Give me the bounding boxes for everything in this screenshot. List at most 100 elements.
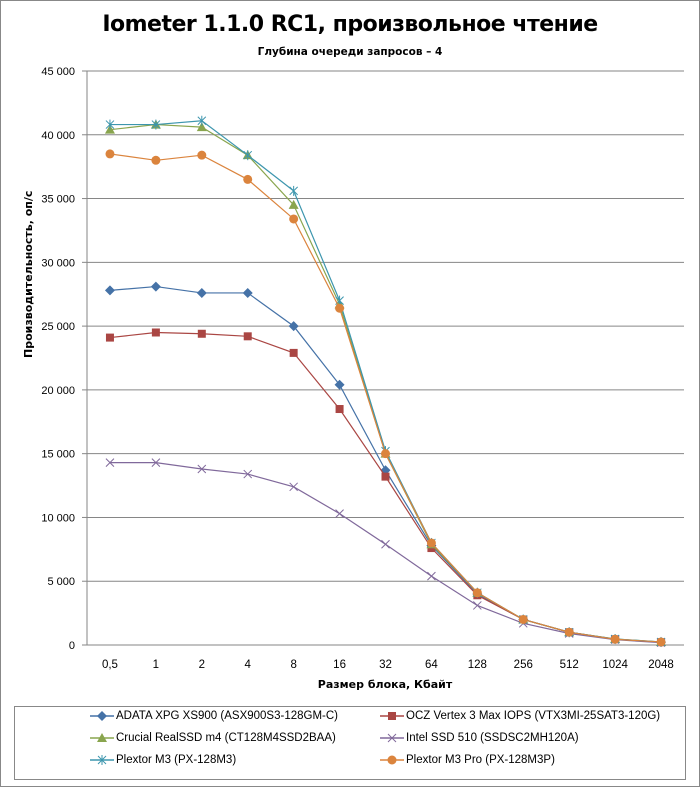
data-point <box>335 509 344 518</box>
data-point <box>656 637 666 647</box>
data-point <box>243 150 253 161</box>
chart-plot: 0 5 000 10 000 15 000 20 000 25 000 30 000 35 0… <box>41 66 684 671</box>
y-tick-label: 40 000 <box>41 130 75 142</box>
legend-marker <box>97 711 107 721</box>
y-tick-label: 5 000 <box>47 576 75 588</box>
data-point <box>334 379 345 390</box>
legend-item: Plextor M3 (PX-128M3) <box>90 754 236 766</box>
y-tick-label: 30 000 <box>41 257 75 269</box>
x-tick-label: 0,5 <box>102 659 118 671</box>
data-point <box>564 627 574 637</box>
data-point <box>197 150 207 160</box>
series-line-2 <box>109 123 662 643</box>
data-point <box>196 122 207 132</box>
data-point <box>151 119 161 130</box>
data-point <box>243 174 253 184</box>
x-tick-label: 2048 <box>648 659 674 671</box>
y-axis-label: Производительность, оп/с <box>22 190 35 358</box>
series-line-5 <box>109 153 662 643</box>
x-tick-label: 2 <box>199 659 205 671</box>
x-tick-label: 1 <box>153 659 159 671</box>
legend-swatch-icon <box>90 711 114 721</box>
data-point <box>289 348 298 357</box>
data-point <box>197 329 206 338</box>
legend-marker <box>97 755 107 765</box>
data-point <box>288 321 299 332</box>
legend-swatch-icon <box>380 733 404 743</box>
legend-label: OCZ Vertex 3 Max IOPS (VTX3MI-25SAT3-120… <box>406 710 661 722</box>
data-point <box>427 571 436 581</box>
x-tick-label: 128 <box>468 659 487 671</box>
data-point <box>472 601 482 610</box>
data-point <box>243 469 253 479</box>
data-point <box>105 149 115 159</box>
x-tick-label: 4 <box>245 659 252 671</box>
legend-marker <box>387 755 397 765</box>
chart-title: Iometer 1.1.0 RC1, произвольное чтение <box>102 12 598 37</box>
y-tick-label: 0 <box>69 640 75 652</box>
legend-label: ADATA XPG XS900 (ASX900S3-128GM-C) <box>116 710 338 722</box>
data-point <box>243 332 252 341</box>
y-tick-label: 10 000 <box>41 512 75 524</box>
data-point <box>518 614 528 624</box>
data-point <box>150 281 161 292</box>
series-line-1 <box>109 331 662 643</box>
legend-label: Crucial RealSSD m4 (CT128M4SSD2BAA) <box>116 732 336 744</box>
x-axis-label: Размер блока, Кбайт <box>317 678 453 691</box>
data-point <box>151 328 160 337</box>
legend-swatch-icon <box>90 733 114 742</box>
legend-label: Intel SSD 510 (SSDSC2MH120A) <box>406 732 579 744</box>
chart-subtitle: Глубина очереди запросов – 4 <box>257 46 443 58</box>
data-point <box>197 464 207 474</box>
data-point <box>105 333 114 342</box>
data-point <box>289 482 299 492</box>
x-tick-label: 1024 <box>602 659 628 671</box>
legend-marker <box>97 733 107 742</box>
legend-label: Plextor M3 (PX-128M3) <box>116 754 237 766</box>
data-point <box>381 472 390 481</box>
data-point <box>335 303 345 313</box>
legend-item: ADATA XPG XS900 (ASX900S3-128GM-C) <box>90 710 338 722</box>
legend-label: Plextor M3 Pro (PX-128M3P) <box>406 754 555 766</box>
legend-marker <box>387 733 397 743</box>
data-point <box>381 539 390 549</box>
data-point <box>472 588 482 598</box>
y-tick-label: 20 000 <box>41 385 75 397</box>
series-line-3 <box>109 461 662 644</box>
x-tick-label: 8 <box>290 659 296 671</box>
x-tick-label: 32 <box>379 659 392 671</box>
legend-item: Plextor M3 Pro (PX-128M3P) <box>380 754 555 766</box>
legend-item: OCZ Vertex 3 Max IOPS (VTX3MI-25SAT3-120… <box>380 710 660 722</box>
x-tick-label: 512 <box>560 659 579 671</box>
legend-item: Crucial RealSSD m4 (CT128M4SSD2BAA) <box>90 732 336 744</box>
data-point <box>105 458 115 467</box>
x-tick-label: 256 <box>514 659 533 671</box>
data-point <box>196 287 207 298</box>
x-tick-label: 16 <box>333 659 346 671</box>
legend-swatch-icon <box>380 755 404 765</box>
data-point <box>151 155 161 165</box>
data-point <box>242 287 253 298</box>
legend-swatch-icon <box>380 712 404 720</box>
legend-swatch-icon <box>90 755 114 765</box>
data-point <box>104 285 115 296</box>
legend-marker <box>388 712 396 720</box>
series-line-0 <box>109 285 662 643</box>
y-tick-label: 25 000 <box>41 321 75 333</box>
legend-item: Intel SSD 510 (SSDSC2MH120A) <box>380 732 579 744</box>
data-point <box>381 449 390 459</box>
y-tick-label: 35 000 <box>41 194 75 206</box>
y-tick-label: 15 000 <box>41 449 75 461</box>
data-point <box>105 119 115 130</box>
data-point <box>335 405 344 414</box>
data-point <box>288 199 299 209</box>
data-point <box>426 538 436 548</box>
data-point <box>151 458 161 467</box>
legend: ADATA XPG XS900 (ASX900S3-128GM-C) OCZ Ve… <box>14 706 686 780</box>
data-point <box>289 185 299 196</box>
data-point <box>197 115 207 126</box>
x-tick-label: 64 <box>425 659 438 671</box>
data-point <box>289 214 299 224</box>
y-tick-label: 45 000 <box>41 66 75 78</box>
data-point <box>610 634 620 644</box>
